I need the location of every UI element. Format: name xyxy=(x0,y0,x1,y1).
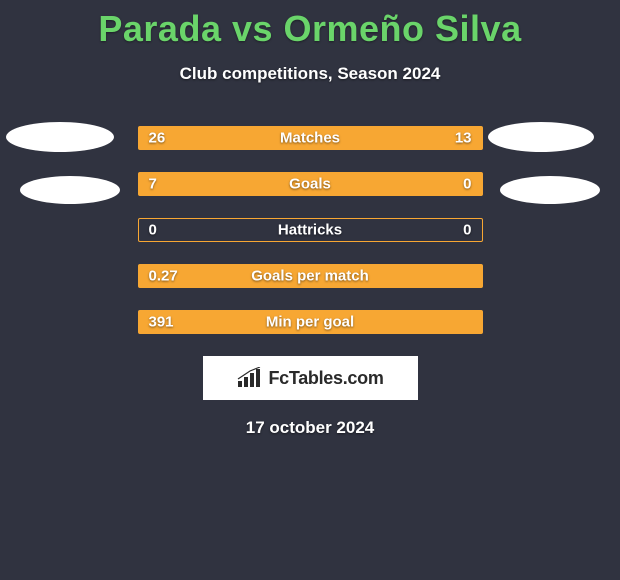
stat-label: Matches xyxy=(280,130,340,147)
stat-row-goals: 7 0 Goals xyxy=(138,172,483,196)
player-oval-0 xyxy=(6,122,114,152)
stat-row-matches: 26 13 Matches xyxy=(138,126,483,150)
brand-logo[interactable]: FcTables.com xyxy=(203,356,418,400)
player-oval-2 xyxy=(488,122,594,152)
stat-bar-left xyxy=(139,173,403,195)
brand-text: FcTables.com xyxy=(268,368,383,389)
stat-row-goals-per-match: 0.27 Goals per match xyxy=(138,264,483,288)
stat-value-right: 13 xyxy=(455,130,472,147)
date-label: 17 october 2024 xyxy=(0,418,620,438)
stat-value-right: 0 xyxy=(463,222,471,239)
stat-value-left: 7 xyxy=(149,176,157,193)
stat-row-hattricks: 0 0 Hattricks xyxy=(138,218,483,242)
stat-bars: 26 13 Matches 7 0 Goals 0 0 Hattricks 0.27 Goals p… xyxy=(138,126,483,334)
stat-value-left: 0.27 xyxy=(149,268,178,285)
stat-value-left: 26 xyxy=(149,130,166,147)
bar-chart-icon xyxy=(236,367,262,389)
subtitle: Club competitions, Season 2024 xyxy=(0,64,620,84)
stat-label: Hattricks xyxy=(278,222,342,239)
stat-label: Goals per match xyxy=(251,268,369,285)
stat-label: Min per goal xyxy=(266,314,354,331)
stat-value-left: 0 xyxy=(149,222,157,239)
stat-value-left: 391 xyxy=(149,314,174,331)
stat-value-right: 0 xyxy=(463,176,471,193)
stat-label: Goals xyxy=(289,176,331,193)
page-title: Parada vs Ormeño Silva xyxy=(0,0,620,50)
stat-row-min-per-goal: 391 Min per goal xyxy=(138,310,483,334)
player-oval-1 xyxy=(20,176,120,204)
player-oval-3 xyxy=(500,176,600,204)
